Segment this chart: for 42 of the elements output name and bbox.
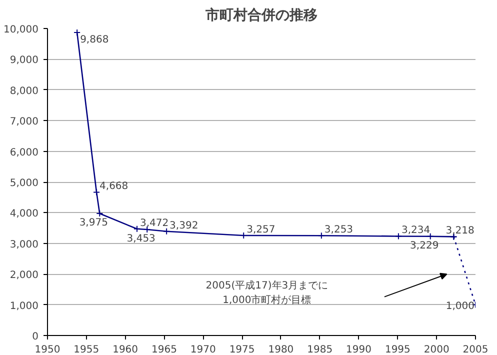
y-tick-label: 1,000 [10,300,39,312]
x-tick-label: 1985 [307,344,333,355]
data-label: 3,453 [126,233,156,244]
x-tick-label: 1990 [346,344,372,355]
data-label: 3,229 [410,240,439,252]
y-tick-label: 5,000 [10,178,39,189]
data-label: 3,257 [246,224,276,236]
x-tick-label: 1955 [74,344,100,355]
data-label: 4,668 [100,181,128,192]
point [133,225,140,232]
x-tick-label: 1950 [34,344,60,355]
x-tick-label: 1960 [112,344,138,355]
y-tick-label: 3,000 [10,239,39,250]
point [96,210,104,217]
chart-title: 市町村合併の推移 [204,6,318,24]
y-tick-label: 0 [32,332,39,342]
data-label: 3,472 [140,218,169,229]
point [394,232,402,240]
data-label: 3,234 [401,225,430,236]
data-label: 3,975 [79,217,108,228]
point [163,228,170,235]
x-tick-label: 2005 [462,344,488,355]
data-label: 9,868 [80,34,109,46]
x-tick-label: 1995 [384,344,410,355]
y-tick-label: 6,000 [10,147,39,158]
point [318,232,325,240]
x-tick-label: 1975 [229,344,255,355]
y-tick-label: 8,000 [10,86,39,97]
x-tick-label: 1965 [152,344,177,355]
y-tick-label: 2,000 [10,270,39,282]
y-tick-label: 10,000 [4,24,39,36]
data-label: 3,392 [170,220,198,232]
x-tick-label: 1980 [268,344,294,355]
y-tick-label: 7,000 [10,116,39,128]
data-label: 3,218 [446,226,474,237]
y-tick-label: 4,000 [10,208,39,220]
x-tick-label: 2000 [424,344,450,355]
data-label: 3,253 [324,224,354,236]
x-tick-label: 1970 [190,344,216,355]
point [93,188,100,196]
annotation: 2005(平成17)年3月までに 1,000市町村が目標 [206,279,328,306]
y-tick-label: 9,000 [10,55,39,66]
